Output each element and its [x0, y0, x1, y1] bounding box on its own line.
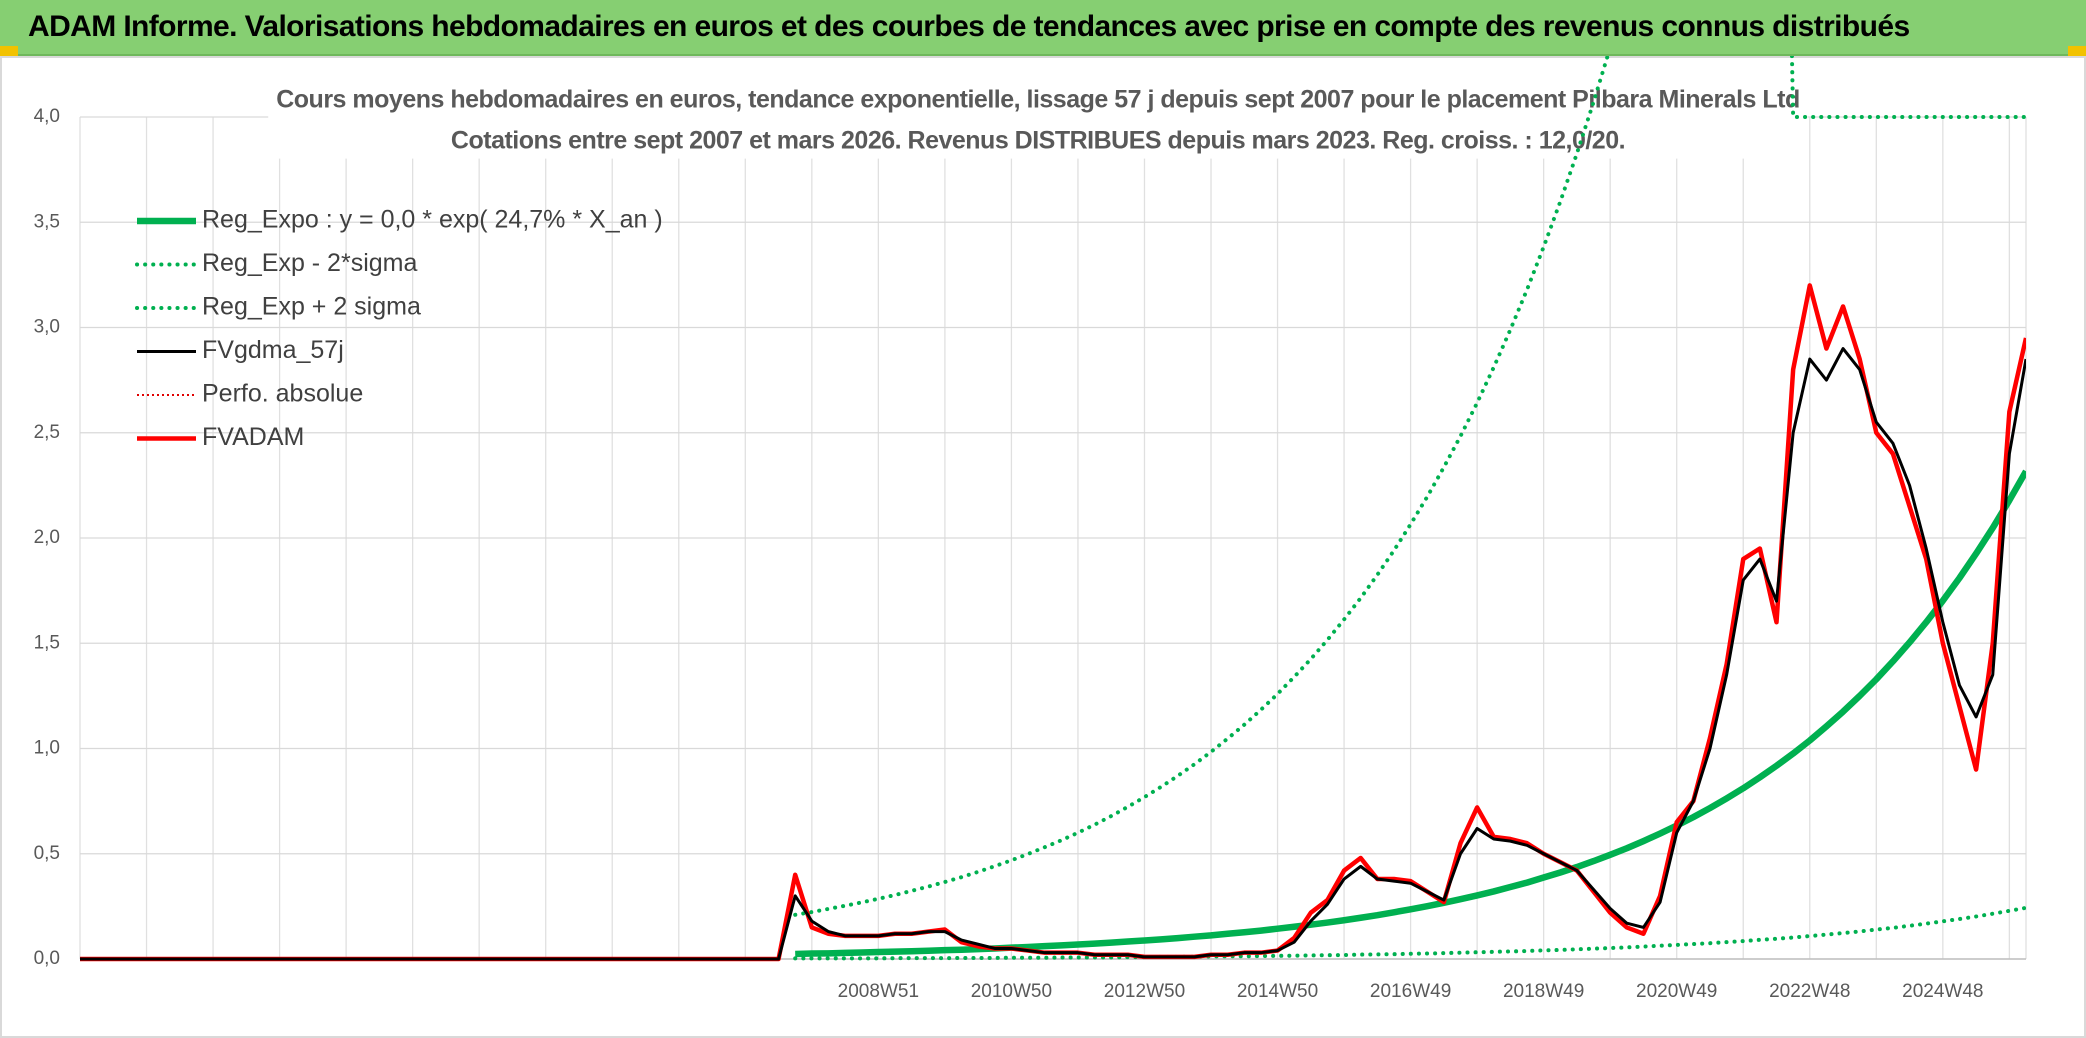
chart-title: Cours moyens hebdomadaires en euros, ten… — [276, 86, 1800, 114]
corner-mark — [0, 46, 18, 56]
series-line — [80, 283, 2026, 962]
y-tick-label: 3,5 — [34, 211, 60, 232]
chart-border — [0, 56, 2086, 1038]
series-line — [793, 905, 2026, 961]
x-tick-label: 2014W50 — [1237, 981, 1318, 1002]
x-tick-label: 2008W51 — [838, 981, 919, 1002]
y-tick-label: 1,0 — [34, 738, 60, 759]
y-tick-label: 1,5 — [34, 632, 60, 653]
y-tick-label: 2,5 — [34, 422, 60, 443]
plot-area — [80, 56, 2026, 962]
chart-subtitle: Cotations entre sept 2007 et mars 2026. … — [451, 127, 1625, 155]
x-tick-label: 2020W49 — [1636, 981, 1717, 1002]
legend-label: FVADAM — [202, 423, 304, 451]
header-bar: ADAM Informe. Valorisations hebdomadaire… — [0, 0, 2086, 56]
y-tick-label: 3,0 — [34, 317, 60, 338]
y-tick-label: 2,0 — [34, 527, 60, 548]
chart: 0,0 0,5 1,0 1,5 2,0 2,5 3,0 3,5 4,0 2008W51 2010W5… — [0, 56, 2086, 1038]
x-tick-label: 2018W49 — [1503, 981, 1584, 1002]
y-tick-label: 0,0 — [34, 948, 60, 969]
x-tick-label: 2024W48 — [1902, 981, 1983, 1002]
series-line — [80, 347, 2026, 961]
series-line — [793, 56, 2026, 917]
y-tick-label: 4,0 — [34, 106, 60, 127]
legend-label: Reg_Exp - 2*sigma — [202, 249, 417, 277]
legend-label: Reg_Expo : y = 0,0 * exp( 24,7% * X_an ) — [202, 206, 663, 234]
corner-mark — [2068, 46, 2086, 56]
x-tick-label: 2016W49 — [1370, 981, 1451, 1002]
x-tick-label: 2012W50 — [1104, 981, 1185, 1002]
y-tick-label: 0,5 — [34, 843, 60, 864]
x-tick-label: 2010W50 — [971, 981, 1052, 1002]
legend-label: FVgdma_57j — [202, 336, 344, 364]
legend-label: Perfo. absolue — [202, 380, 363, 408]
header-title: ADAM Informe. Valorisations hebdomadaire… — [28, 10, 1910, 43]
title-background — [268, 81, 1808, 159]
x-tick-label: 2022W48 — [1769, 981, 1850, 1002]
legend-label: Reg_Exp + 2 sigma — [202, 293, 421, 321]
